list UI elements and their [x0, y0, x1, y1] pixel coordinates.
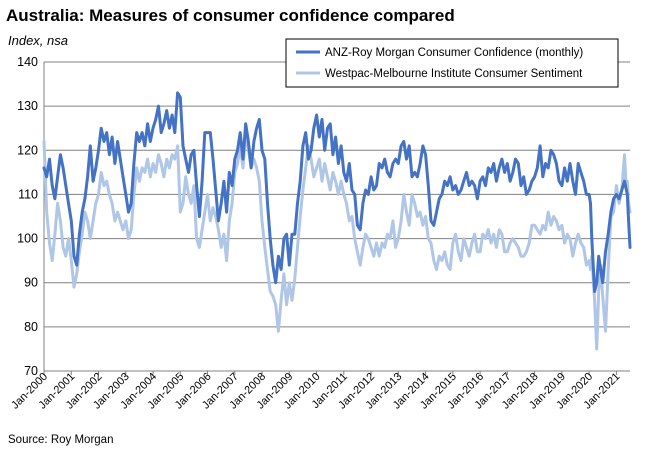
y-tick-label-140: 140 [17, 55, 38, 69]
y-tick-label-120: 120 [17, 143, 38, 157]
legend-label-westpac: Westpac-Melbourne Institute Consumer Sen… [325, 68, 583, 80]
y-tick-label-70: 70 [24, 364, 38, 378]
series-lines [42, 91, 632, 351]
series-line-anz [42, 91, 632, 293]
y-tick-label-100: 100 [17, 232, 38, 246]
chart-source: Source: Roy Morgan [8, 434, 114, 446]
y-axis-unit-label: Index, nsa [8, 33, 68, 48]
y-tick-label-80: 80 [24, 320, 38, 334]
axes: 708090100110120130140Jan-2000Jan-2001Jan… [9, 55, 630, 412]
y-tick-label-130: 130 [17, 99, 38, 113]
y-tick-label-90: 90 [24, 276, 38, 290]
chart-title: Australia: Measures of consumer confiden… [6, 6, 455, 25]
y-tick-label-110: 110 [18, 187, 38, 201]
legend: ANZ-Roy Morgan Consumer Confidence (mont… [285, 38, 619, 88]
legend-box [285, 38, 619, 88]
series-line-westpac [42, 131, 632, 351]
legend-label-anz: ANZ-Roy Morgan Consumer Confidence (mont… [325, 47, 583, 59]
